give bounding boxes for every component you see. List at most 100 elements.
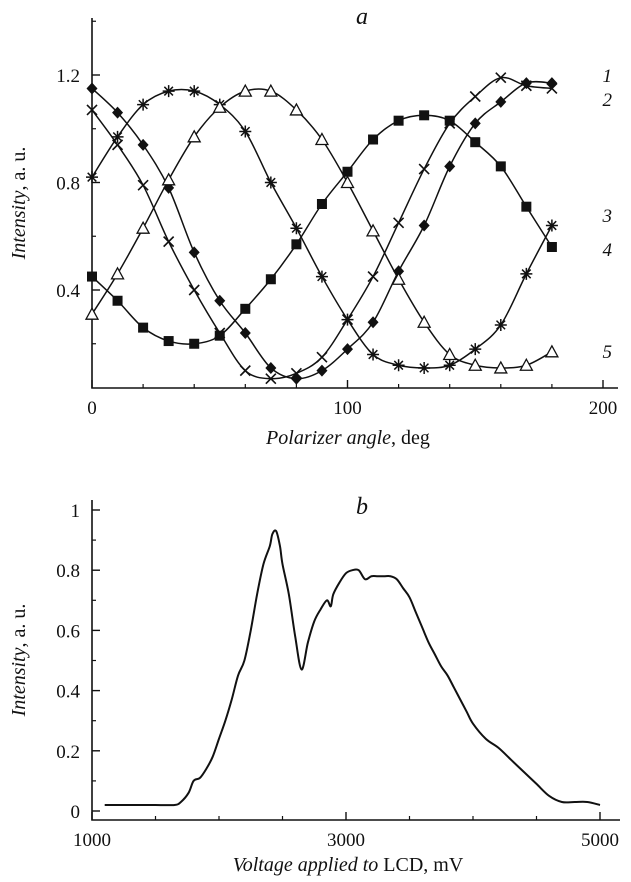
series-3-point (520, 267, 533, 280)
series-1-point (188, 246, 200, 259)
panel-b-ylabel-unit: , a. u. (8, 604, 30, 648)
series-4-point (470, 137, 481, 148)
series-4-point (495, 161, 506, 172)
series-4-line (91, 114, 553, 345)
series-4-point (87, 271, 97, 282)
series-4-point (316, 199, 327, 209)
series-1-point (469, 117, 481, 130)
panel-a-ytick-label: 1.2 (56, 66, 80, 87)
series-2-point (495, 72, 507, 84)
series-5-line (91, 88, 553, 369)
panel-a-ytick-label: 0.4 (56, 281, 80, 302)
series-1-point (86, 82, 98, 95)
series-3-point (367, 348, 380, 361)
series-1-point (239, 327, 251, 339)
series-4-point (444, 115, 455, 126)
series-5-point (314, 132, 330, 146)
series-2-point (265, 373, 277, 385)
panel-b-curve (104, 529, 601, 807)
series-2-point (393, 217, 405, 229)
panel-b-ytick-label: 0.8 (56, 561, 80, 582)
series-5-point (212, 99, 227, 113)
series-1-point (137, 138, 149, 151)
series-4-point (240, 303, 251, 314)
panel-a-series: 1 2 3 4 5 (84, 66, 613, 385)
panel-b-ylabel: Intensity, a. u. (8, 604, 30, 718)
series-1-point (444, 160, 456, 173)
series-1-point (342, 343, 353, 356)
series-4-point (419, 110, 430, 121)
series-4-point (546, 242, 557, 252)
series-3-point (418, 361, 431, 374)
panel-b-xtick-label: 5000 (581, 830, 619, 851)
series-3-point (315, 270, 328, 283)
series-1-point (546, 77, 558, 90)
panel-a-xlabel-unit: , deg (391, 427, 430, 449)
series-3-point (341, 313, 354, 326)
series-3-point (443, 359, 456, 372)
panel-b-label: b (356, 494, 368, 520)
series-1-label: 1 (603, 66, 613, 87)
panel-a-xtick-label: 100 (333, 398, 362, 419)
series-4-label: 4 (603, 240, 613, 261)
series-2-point (367, 270, 379, 283)
series-1-point (520, 77, 532, 90)
panel-a-xtick-label: 200 (589, 398, 618, 419)
series-5-label: 5 (603, 342, 613, 363)
panel-b-ytick-label: 1 (71, 501, 81, 522)
panel-b-ytick-label: 0.6 (56, 621, 80, 642)
series-4-point (265, 274, 276, 285)
series-4-point (214, 330, 225, 341)
series-3-point (545, 219, 558, 232)
series-4-point (368, 134, 379, 145)
series-3-line (91, 88, 553, 369)
series-3-point (111, 130, 124, 143)
series-3-point (469, 343, 482, 356)
series-3-point (137, 98, 150, 111)
series-1-point (367, 316, 379, 329)
series-2-point (163, 236, 175, 248)
panel-b-xticks: 1000 3000 5000 (73, 812, 619, 851)
series-1-point (418, 219, 430, 232)
series-3: 3 (86, 85, 612, 374)
series-4-point (342, 166, 353, 177)
series-4-point (291, 239, 302, 250)
series-5-point (365, 223, 381, 237)
series-5-point (161, 172, 176, 186)
panel-b: b 1000 3000 5000 0 0.2 0.4 0.6 0.8 1 Voltage ap… (8, 494, 620, 876)
series-5-point (391, 271, 406, 285)
series-5-point (136, 220, 151, 234)
series-3-point (264, 176, 277, 189)
series-3-point (188, 85, 201, 98)
panel-b-series (104, 529, 601, 807)
panel-a-ylabel: Intensity, a. u. (8, 147, 30, 261)
panel-a-ytick-label: 0.8 (56, 174, 80, 195)
panel-a: a 0 100 200 0.4 0.8 1.2 1 2 3 4 5 Polarizer angl… (8, 4, 618, 449)
series-3-point (290, 222, 303, 235)
series-2-point (239, 365, 251, 377)
panel-a-axes (91, 18, 618, 389)
series-2-label: 2 (603, 90, 613, 111)
series-2-point (188, 284, 200, 296)
series-5-point (187, 129, 202, 143)
series-3-point (392, 359, 405, 372)
panel-a-xtick-label: 0 (87, 398, 97, 419)
panel-a-label: a (356, 4, 368, 30)
panel-b-xlabel-main: Voltage applied to (233, 854, 379, 876)
series-4-point (163, 336, 174, 347)
panel-a-ylabel-main: Intensity (8, 190, 30, 260)
series-2-line (91, 76, 552, 380)
series-2: 2 (86, 72, 613, 385)
series-2-point (316, 351, 328, 363)
series-2-point (546, 82, 558, 95)
series-2-point (469, 90, 481, 103)
series-5-point (340, 175, 355, 189)
series-1-point (316, 364, 328, 377)
panel-a-xlabel: Polarizer angle, deg (265, 427, 430, 449)
series-4-point (189, 338, 200, 349)
series-2-point (86, 104, 98, 116)
series-5-point (544, 344, 559, 358)
panel-b-yticks: 0 0.2 0.4 0.6 0.8 1 (56, 501, 100, 823)
panel-a-yticks: 0.4 0.8 1.2 (56, 20, 100, 345)
